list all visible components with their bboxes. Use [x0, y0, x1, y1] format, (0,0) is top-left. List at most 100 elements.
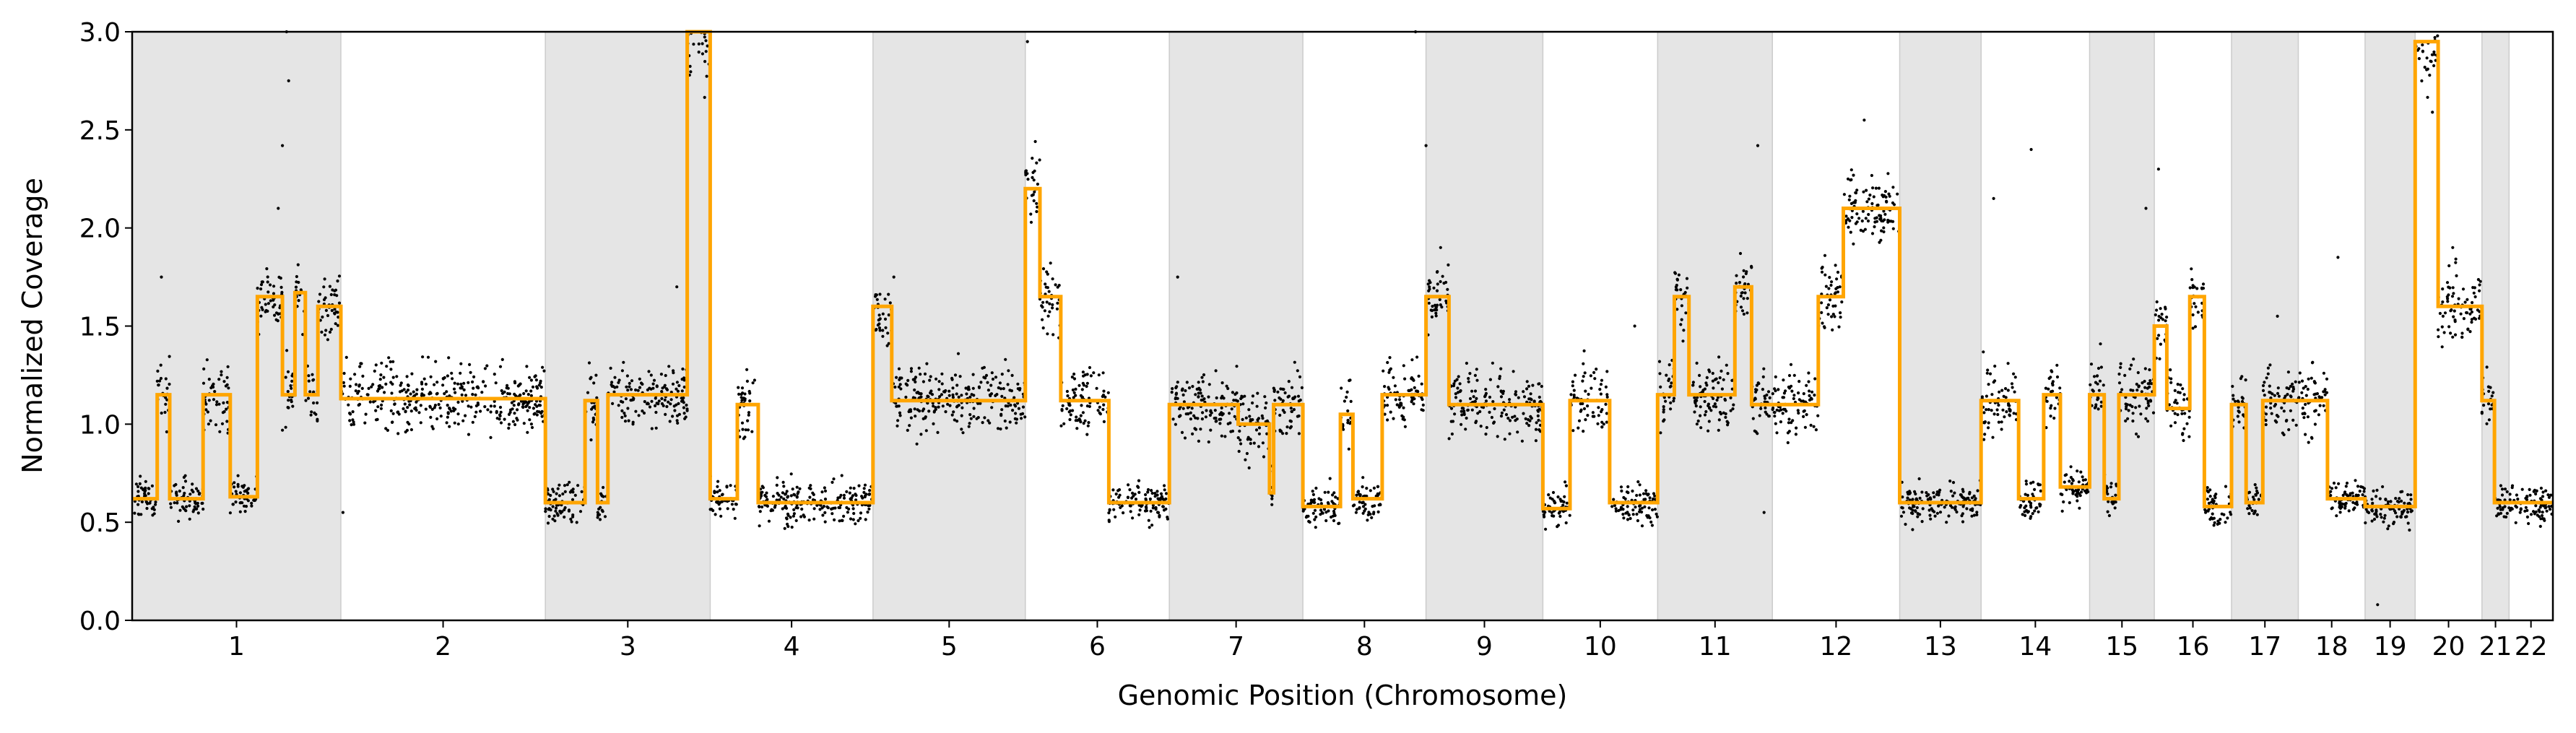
y-tick-label: 1.0 [79, 410, 121, 440]
coverage-point [1239, 442, 1243, 446]
coverage-point [2270, 412, 2273, 415]
coverage-point [1821, 265, 1824, 269]
coverage-point [534, 378, 539, 382]
coverage-point [2389, 500, 2393, 503]
coverage-point [306, 396, 311, 400]
coverage-point [2037, 483, 2040, 487]
coverage-point [541, 365, 545, 369]
coverage-point [2478, 289, 2481, 292]
coverage-point [859, 511, 863, 515]
coverage-point [2050, 390, 2053, 394]
coverage-point [1098, 405, 1101, 409]
y-tick-label: 3.0 [79, 18, 121, 48]
coverage-point [2335, 514, 2338, 518]
coverage-point [615, 385, 619, 389]
coverage-point [1026, 178, 1030, 181]
coverage-point [1820, 270, 1824, 274]
band-chr19 [2364, 31, 2416, 621]
coverage-point [2012, 372, 2016, 376]
coverage-point [317, 300, 321, 303]
coverage-point [446, 411, 450, 415]
coverage-point [1590, 386, 1593, 390]
coverage-point [215, 400, 219, 404]
coverage-point [1153, 495, 1157, 498]
coverage-point [535, 413, 539, 417]
coverage-point [1885, 200, 1888, 204]
coverage-point [671, 382, 675, 386]
coverage-point [946, 402, 950, 406]
coverage-point [506, 391, 510, 396]
coverage-point [603, 515, 607, 519]
coverage-point [1178, 407, 1181, 411]
coverage-point [1626, 485, 1630, 489]
coverage-point [1823, 253, 1827, 257]
coverage-point [1252, 441, 1256, 445]
coverage-point [1874, 186, 1878, 190]
coverage-point [620, 415, 624, 420]
coverage-point [1070, 376, 1074, 379]
coverage-point [1929, 517, 1933, 521]
coverage-point [1680, 304, 1683, 308]
coverage-point [507, 412, 511, 417]
coverage-point [1899, 514, 1904, 518]
coverage-point [546, 493, 550, 496]
coverage-point [1386, 360, 1389, 365]
coverage-point [552, 490, 555, 493]
coverage-point [1695, 361, 1699, 365]
coverage-point [381, 386, 384, 389]
coverage-point [2495, 514, 2499, 518]
coverage-point [2107, 500, 2110, 503]
coverage-point [1750, 266, 1753, 269]
coverage-point [675, 387, 678, 391]
coverage-point [2155, 300, 2159, 304]
coverage-point [1237, 449, 1241, 454]
coverage-point [500, 391, 505, 395]
coverage-point [150, 484, 154, 488]
coverage-point [854, 493, 857, 496]
coverage-point [1975, 511, 1979, 514]
coverage-point [2375, 495, 2378, 498]
coverage-point [1207, 440, 1210, 444]
coverage-point [1031, 193, 1035, 196]
coverage-point [533, 375, 537, 378]
coverage-point [1755, 383, 1758, 387]
coverage-point [1643, 505, 1647, 509]
coverage-point [1908, 498, 1912, 502]
coverage-point [1460, 413, 1464, 417]
coverage-point [194, 487, 199, 490]
coverage-point [202, 367, 206, 370]
coverage-point [1369, 489, 1372, 493]
coverage-point [2361, 493, 2364, 497]
coverage-point [1867, 212, 1870, 217]
coverage-point [1753, 397, 1757, 401]
coverage-point [145, 506, 149, 511]
coverage-point [2499, 511, 2503, 515]
coverage-point [2304, 385, 2307, 389]
coverage-point [809, 487, 812, 490]
coverage-point [1041, 318, 1044, 321]
coverage-point [1982, 438, 1986, 441]
coverage-point [1591, 411, 1595, 415]
coverage-point [2529, 513, 2533, 516]
coverage-point [349, 377, 352, 381]
coverage-point [2461, 287, 2466, 291]
coverage-point [775, 483, 779, 487]
coverage-point [1155, 490, 1159, 493]
coverage-point [610, 381, 614, 384]
coverage-point [799, 515, 803, 519]
coverage-point [290, 379, 294, 383]
coverage-point [2159, 307, 2162, 311]
coverage-point [236, 474, 240, 477]
coverage-point [781, 507, 784, 511]
coverage-point [1882, 226, 1886, 230]
coverage-point [976, 402, 980, 405]
coverage-point [1102, 389, 1106, 393]
coverage-point [1642, 492, 1646, 495]
coverage-point [527, 400, 531, 404]
coverage-point [399, 381, 403, 385]
coverage-point [2206, 509, 2210, 513]
coverage-point [1525, 380, 1529, 383]
coverage-point [422, 377, 426, 381]
coverage-point [1707, 420, 1711, 423]
coverage-point [243, 490, 246, 493]
